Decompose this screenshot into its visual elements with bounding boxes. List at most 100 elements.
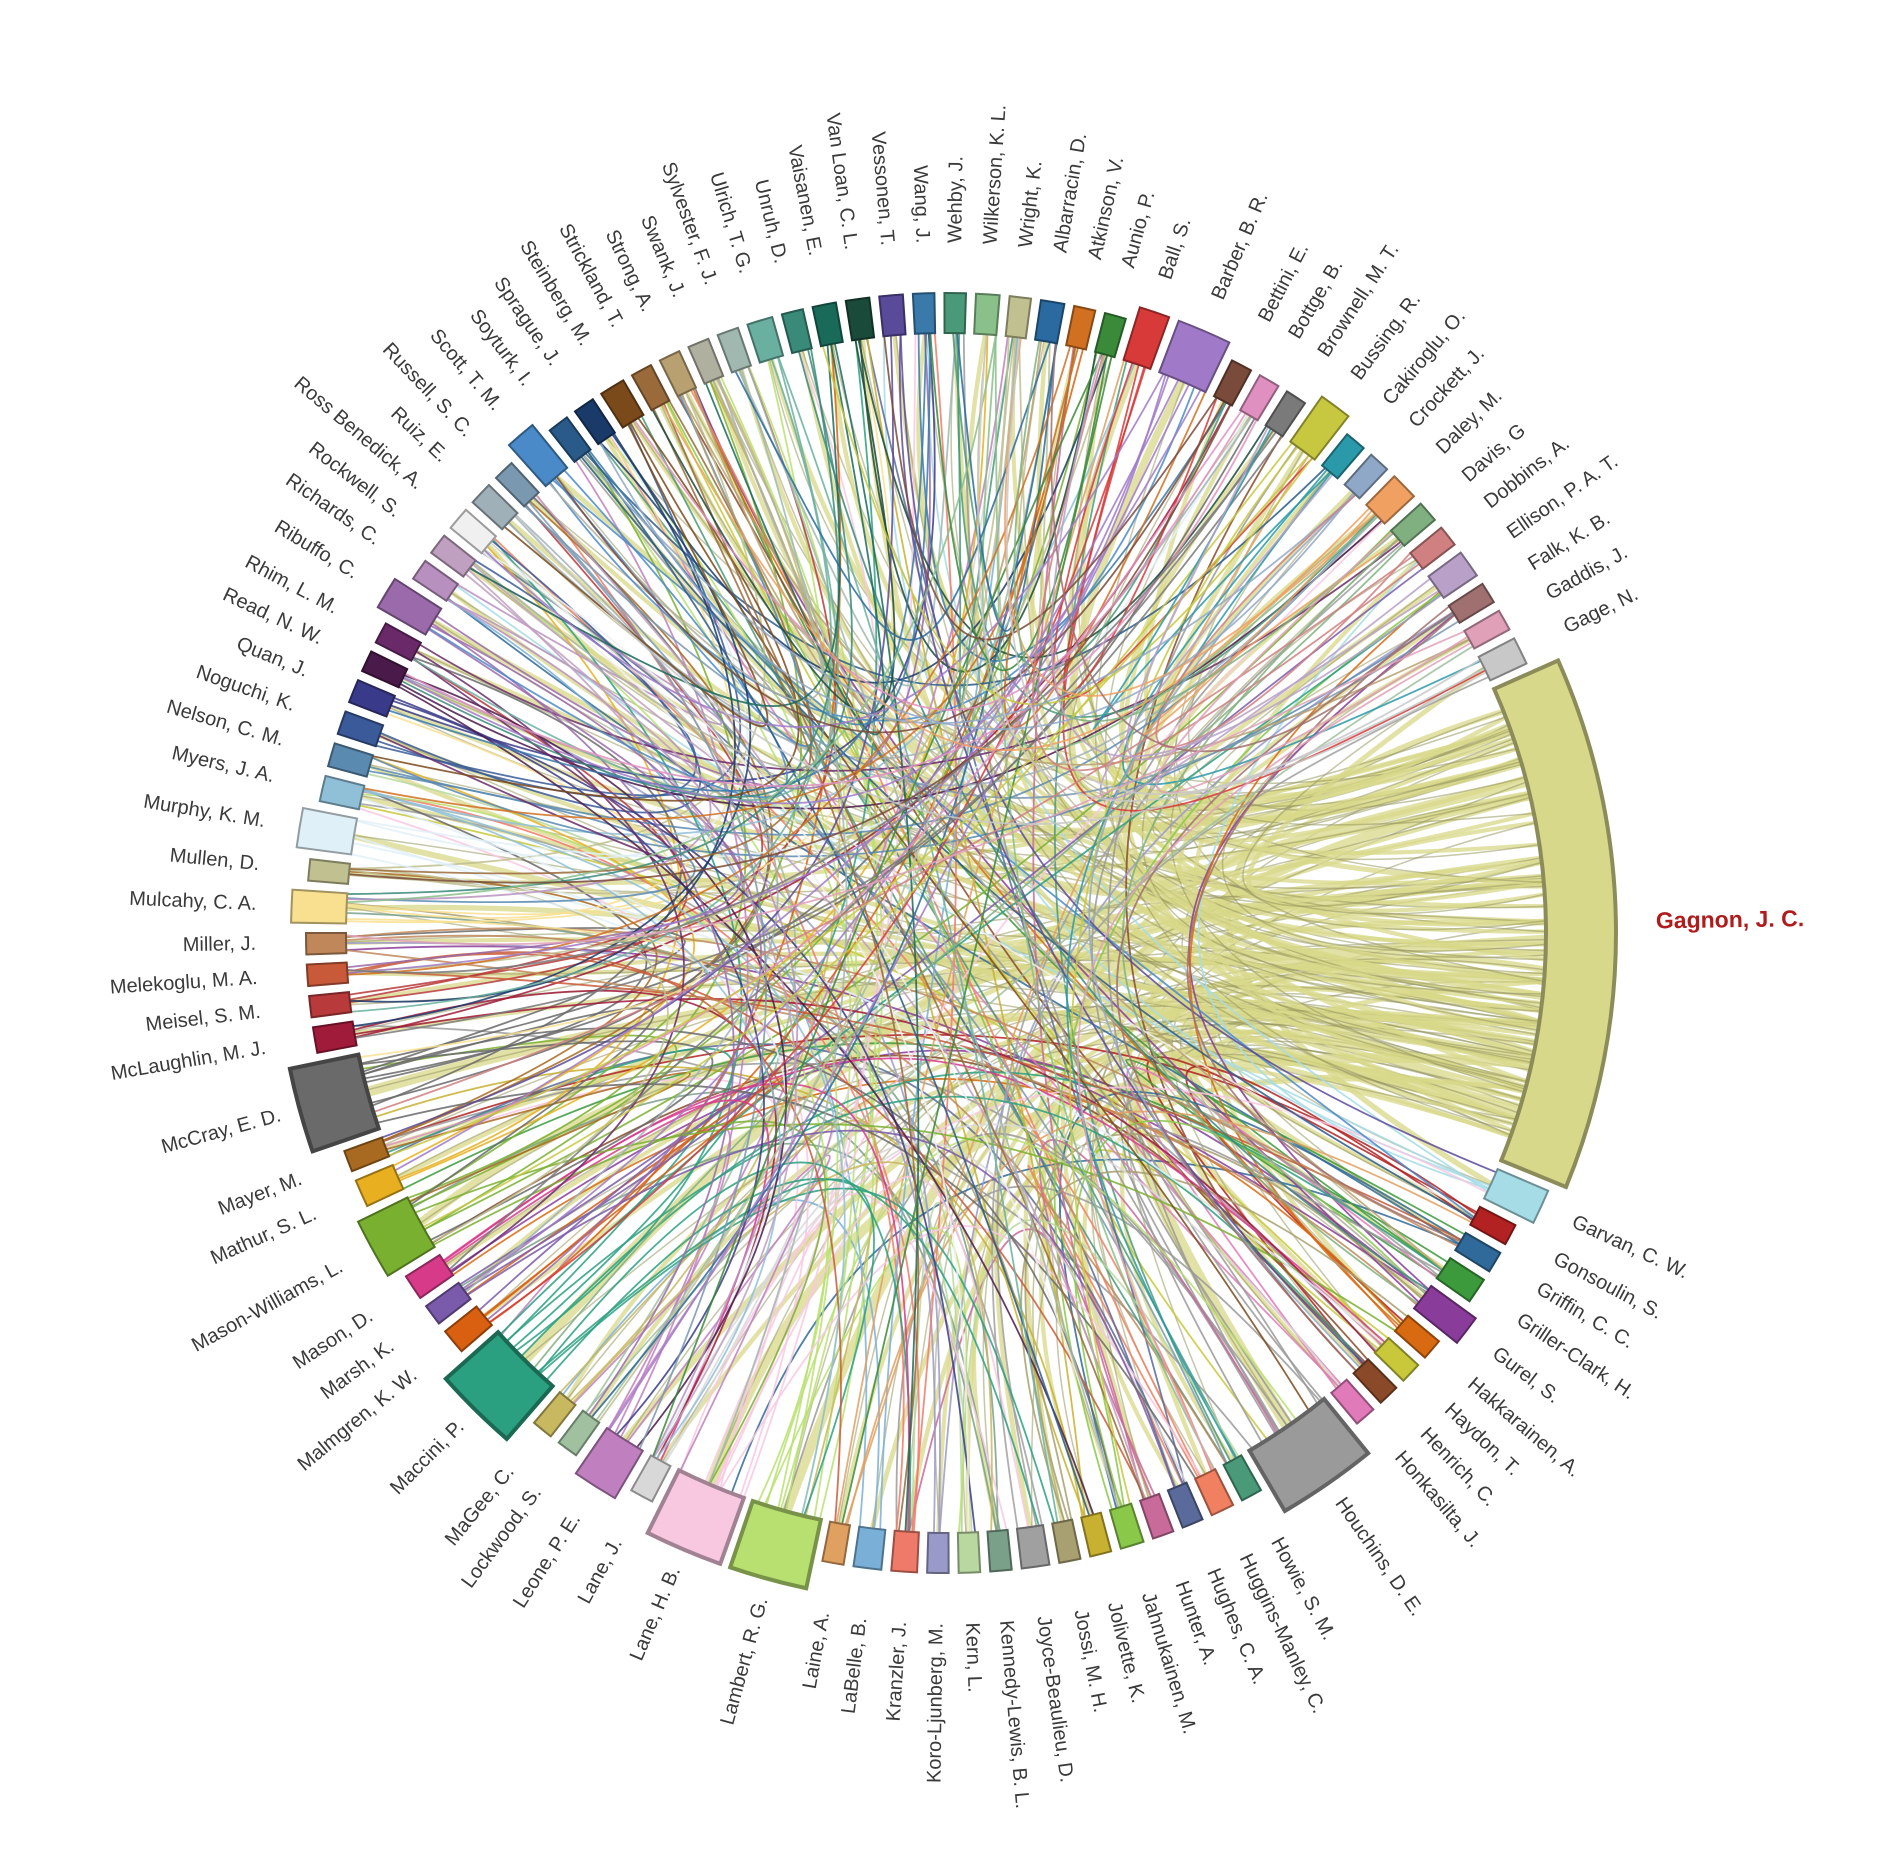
arc-read-n-w[interactable] [360, 650, 409, 689]
arc-wang-j[interactable] [911, 292, 937, 335]
arc-strong-a[interactable] [658, 349, 698, 398]
arc-leone-p-e[interactable] [574, 1426, 645, 1500]
arc-bussing-r[interactable] [1288, 395, 1350, 462]
arc-rockwell-s[interactable] [429, 534, 478, 578]
arc-mulcahy-c-a[interactable] [290, 888, 349, 925]
arc-nelson-c-m[interactable] [326, 742, 375, 778]
arc-sprague-j[interactable] [573, 397, 617, 446]
arc-ellison-p-a-t[interactable] [1427, 551, 1479, 600]
arc-cakiroglu-o[interactable] [1320, 432, 1366, 480]
arc-mullen-d[interactable] [307, 858, 352, 885]
arc-mason-d[interactable] [404, 1253, 455, 1300]
arc-magee-c[interactable] [532, 1390, 577, 1438]
link-miller-j-howie-s-m [345, 934, 1227, 1465]
arc-crockett-j[interactable] [1343, 453, 1389, 500]
arc-unruh-d[interactable] [780, 308, 813, 355]
arc-kennedy-lewis-b-l[interactable] [986, 1528, 1013, 1573]
arc-huggins-manley-c[interactable] [1193, 1467, 1235, 1517]
arc-scott-t-m[interactable] [507, 423, 569, 488]
arc-strickland-t[interactable] [630, 363, 671, 412]
arc-houchins-d-e[interactable] [1246, 1396, 1371, 1514]
arc-dobbins-a[interactable] [1408, 526, 1457, 571]
arc-kranzler-j[interactable] [890, 1529, 920, 1574]
arc-gagnon-j-c[interactable] [1491, 657, 1618, 1190]
arc-aunio-p[interactable] [1093, 311, 1128, 359]
arc-gonsoulin-s[interactable] [1468, 1205, 1517, 1246]
label-kennedy-lewis-b-l: Kennedy-Lewis, B. L. [995, 1619, 1033, 1809]
arc-steinberg-m[interactable] [599, 378, 645, 429]
arc-griller-clark-h[interactable] [1435, 1256, 1486, 1303]
arc-honkasilta-j[interactable] [1329, 1378, 1375, 1425]
arc-russell-s-c[interactable] [494, 461, 541, 508]
arc-hunter-a[interactable] [1138, 1492, 1175, 1540]
arc-melekoglu-m-a[interactable] [305, 961, 350, 988]
arc-marsh-k[interactable] [424, 1281, 473, 1325]
arc-albarracin-d[interactable] [1033, 298, 1066, 345]
link-rockwell-s-hunter-a [464, 573, 1146, 1500]
arc-ribuffo-c[interactable] [376, 577, 443, 636]
arc-murphy-k-m[interactable] [295, 806, 359, 856]
arc-miller-j[interactable] [304, 931, 348, 956]
arc-jahnukainen-m[interactable] [1108, 1502, 1145, 1550]
arc-lockwood-s[interactable] [557, 1409, 601, 1457]
arc-lane-h-b[interactable] [645, 1467, 747, 1567]
arc-ball-s[interactable] [1122, 306, 1171, 371]
arc-wehby-j[interactable] [943, 292, 968, 335]
link-rockwell-s-lane-j [467, 569, 797, 1458]
arc-meisel-s-m[interactable] [308, 990, 353, 1019]
link-labelle-b-magee-c [562, 1199, 880, 1529]
arc-joyce-beaulieu-d[interactable] [1015, 1523, 1051, 1570]
arc-ruiz-e[interactable] [471, 483, 519, 531]
arc-haydon-t[interactable] [1373, 1336, 1420, 1383]
arc-rhim-l-m[interactable] [374, 622, 423, 662]
arc-bettini-e[interactable] [1212, 359, 1253, 407]
arc-garvan-c-w[interactable] [1482, 1167, 1550, 1225]
arc-myers-j-a[interactable] [318, 774, 366, 811]
arc-lane-j[interactable] [629, 1454, 672, 1503]
arc-mason-williams-l[interactable] [356, 1196, 437, 1278]
arc-jossi-m-h[interactable] [1051, 1518, 1082, 1565]
arc-mclaughlin-m-j[interactable] [311, 1020, 358, 1055]
arc-henrich-c[interactable] [1352, 1357, 1398, 1405]
arc-labelle-b[interactable] [852, 1525, 887, 1571]
arc-gaddis-j[interactable] [1463, 609, 1511, 650]
arc-howie-s-m[interactable] [1222, 1453, 1263, 1502]
arc-barber-b-r[interactable] [1157, 319, 1231, 394]
arc-falk-k-b[interactable] [1447, 582, 1496, 625]
arc-quan-j[interactable] [347, 678, 397, 718]
arc-wright-k[interactable] [1004, 295, 1033, 340]
arc-richards-c[interactable] [411, 559, 460, 603]
arc-hughes-c-a[interactable] [1166, 1481, 1204, 1529]
arc-sylvester-f-j[interactable] [716, 326, 753, 374]
arc-kern-l[interactable] [956, 1531, 982, 1574]
arc-mathur-s-l[interactable] [354, 1163, 405, 1208]
arc-soyturk-i[interactable] [548, 415, 592, 464]
arc-brownell-m-t[interactable] [1264, 390, 1307, 438]
arc-jolivette-k[interactable] [1080, 1511, 1113, 1558]
arc-daley-m[interactable] [1364, 474, 1416, 526]
arc-griffin-c-c[interactable] [1453, 1231, 1502, 1273]
arc-lambert-r-g[interactable] [727, 1498, 824, 1591]
arc-vessonen-t[interactable] [878, 293, 907, 338]
arc-mccray-e-d[interactable] [287, 1052, 382, 1154]
link-wright-k-lockwood-s [597, 336, 1017, 1423]
arc-ulrich-t-g[interactable] [746, 315, 785, 364]
arc-bottge-b[interactable] [1238, 373, 1280, 422]
arc-laine-a[interactable] [821, 1520, 852, 1566]
arc-koro-ljunberg-m[interactable] [926, 1531, 950, 1574]
arc-gurel-s[interactable] [1412, 1284, 1478, 1345]
arc-van-loan-c-l[interactable] [844, 296, 876, 342]
arc-swank-j[interactable] [687, 337, 725, 386]
arc-malmgren-k-w[interactable] [443, 1305, 494, 1353]
arc-gage-n[interactable] [1477, 637, 1528, 682]
arc-davis-g[interactable] [1389, 502, 1437, 548]
arc-mayer-m[interactable] [343, 1136, 391, 1173]
arc-maccini-p[interactable] [443, 1329, 556, 1442]
arc-ross-benedick-a[interactable] [449, 508, 498, 555]
arc-vaisanen-e[interactable] [811, 301, 844, 348]
arc-wilkerson-k-l[interactable] [973, 292, 1001, 337]
arc-atkinson-v[interactable] [1065, 304, 1097, 351]
arc-hakkarainen-a[interactable] [1393, 1314, 1441, 1359]
link-mathur-s-l-ross-benedick-a [398, 545, 682, 1180]
arc-noguchi-k[interactable] [336, 710, 385, 748]
